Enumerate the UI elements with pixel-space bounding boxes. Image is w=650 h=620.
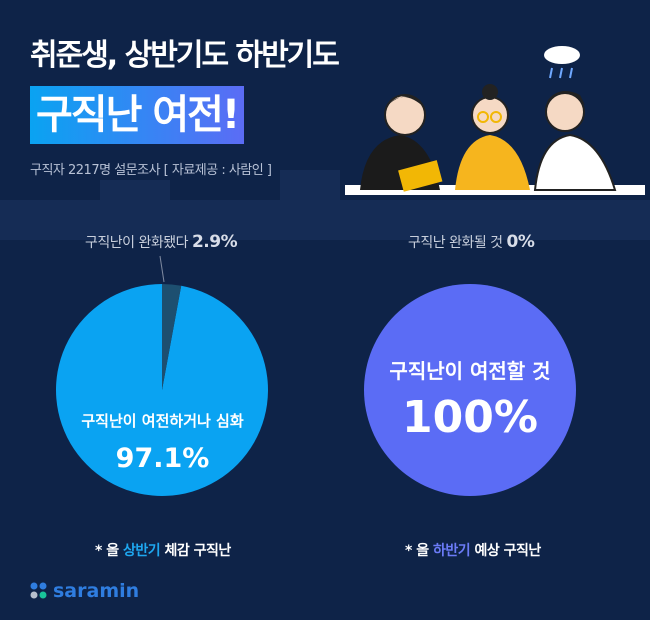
main-slice-value: 97.1%: [115, 443, 210, 474]
small-slice-label: 구직난이 완화됐다 2.9%: [85, 232, 238, 252]
pie-slice: [162, 284, 182, 390]
main-slice-label: 구직난이 여전할 것: [389, 359, 551, 383]
small-slice-label: 구직난 완화될 것 0%: [408, 232, 535, 252]
pie-slice: [364, 284, 576, 496]
pie-chart-second-half: [364, 284, 576, 496]
caption-second-half: * 올 하반기 예상 구직난: [405, 543, 541, 559]
main-slice-value: 100%: [402, 392, 538, 443]
title: 취준생, 상반기도 하반기도: [30, 38, 340, 73]
building-silhouette: [280, 170, 340, 240]
saramin-logo: saramin: [30, 580, 139, 602]
subtitle: 구직자 2217명 설문조사 [ 자료제공 : 사람인 ]: [30, 163, 272, 178]
caption-first-half: * 올 상반기 체감 구직난: [95, 543, 231, 559]
pie-slice: [55, 284, 268, 497]
students-illustration: [345, 46, 645, 195]
pie-chart-first-half: [55, 284, 268, 497]
logo-dots-icon: [30, 582, 47, 599]
main-slice-label: 구직난이 여전하거나 심화: [81, 412, 244, 430]
building-silhouette: [100, 180, 170, 240]
leader-line: [159, 255, 165, 283]
highlight-title: 구직난 여전!: [30, 86, 245, 144]
